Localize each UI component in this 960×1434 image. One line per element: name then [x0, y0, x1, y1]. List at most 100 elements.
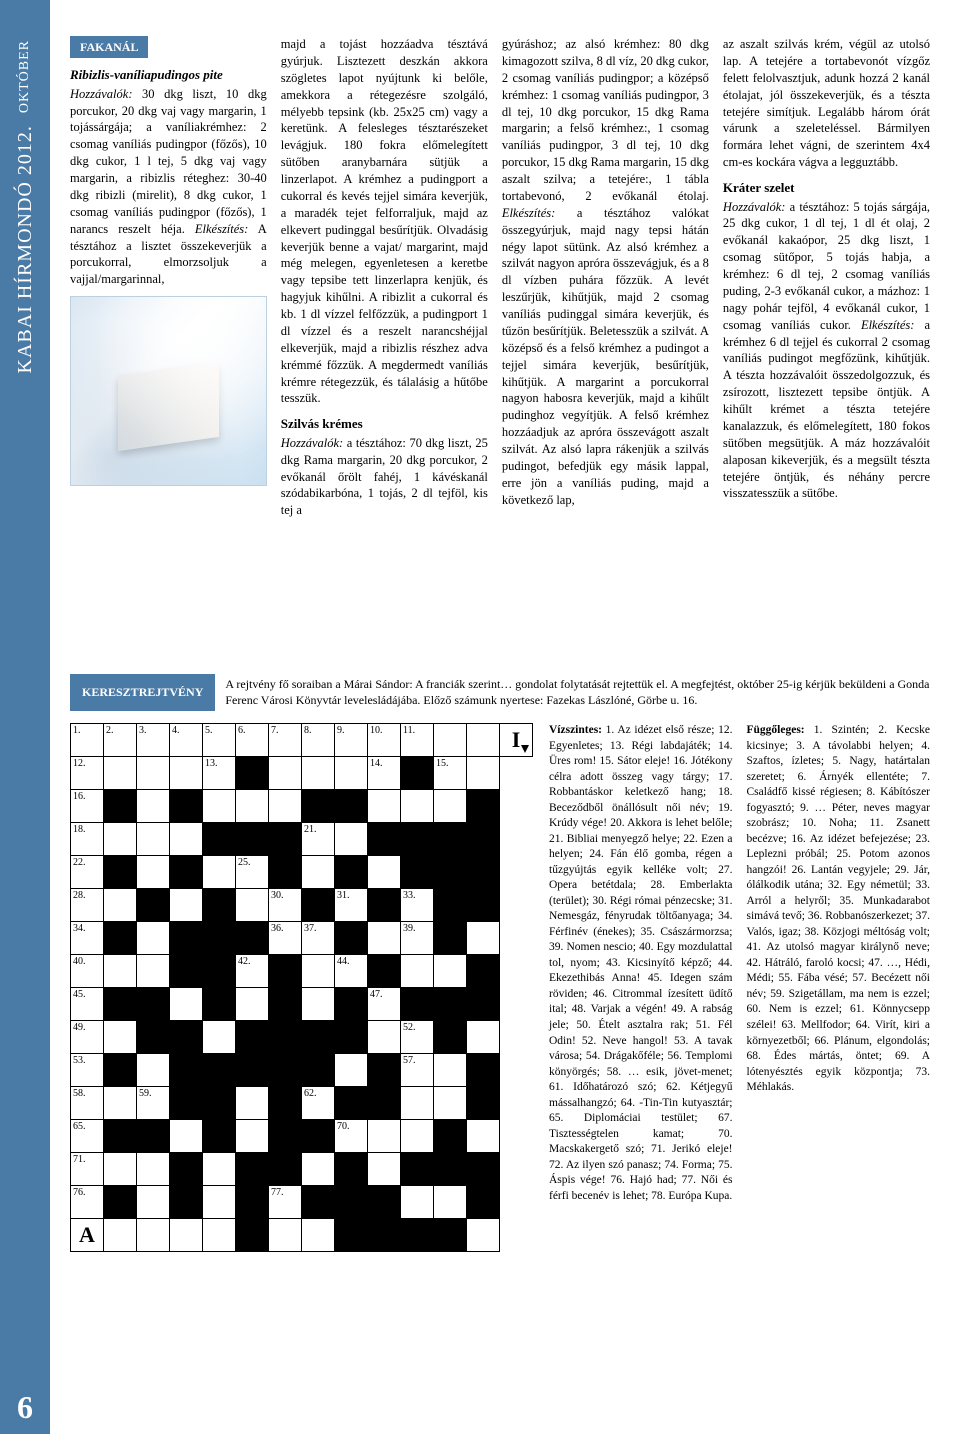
cw-cell: [269, 1219, 302, 1252]
cw-cell: [335, 1153, 368, 1186]
szilvas-body-1: Hozzávalók: a tésztához: 70 dkg liszt, 2…: [281, 435, 488, 519]
cw-cell: [302, 889, 335, 922]
cw-cell: [170, 757, 203, 790]
cw-cell: 39.: [401, 922, 434, 955]
cw-cell: [335, 823, 368, 856]
cw-cell: [401, 1219, 434, 1252]
cw-cell: [203, 988, 236, 1021]
cw-cell: [434, 1021, 467, 1054]
cw-cell: [302, 856, 335, 889]
cw-cell: 34.: [71, 922, 104, 955]
cw-cell: 31.: [335, 889, 368, 922]
cw-cell: 14.: [368, 757, 401, 790]
fakanal-tag: FAKANÁL: [70, 36, 148, 58]
crossword-grid: 1.2.3.4.5.6.7.8.9.10.11.I12.13.14.15.16.…: [70, 723, 533, 1252]
cw-cell: [137, 1021, 170, 1054]
cw-cell: [104, 988, 137, 1021]
cw-cell: [236, 790, 269, 823]
cw-cell: 78.: [368, 1219, 401, 1252]
cw-cell: [170, 1120, 203, 1153]
cw-cell: [368, 790, 401, 823]
cw-cell: 8.: [302, 724, 335, 757]
cw-cell: [302, 955, 335, 988]
cw-cell: [203, 1153, 236, 1186]
recipe-photo: [70, 296, 267, 486]
cw-cell: [269, 1120, 302, 1153]
cw-cell: [434, 889, 467, 922]
cw-cell: [434, 724, 467, 757]
cw-cell: 55.: [269, 1054, 302, 1087]
crossword-section: KERESZTREJTVÉNY A rejtvény fő soraiban a…: [70, 674, 930, 1252]
cw-cell: [236, 1087, 269, 1120]
cw-cell: 40.: [71, 955, 104, 988]
cw-cell: 13.: [203, 757, 236, 790]
cw-cell: 51.: [335, 1021, 368, 1054]
cw-cell: 58.: [71, 1087, 104, 1120]
cw-cell: 68.: [203, 1120, 236, 1153]
cw-cell: [137, 1153, 170, 1186]
crossword-header: KERESZTREJTVÉNY A rejtvény fő soraiban a…: [70, 674, 930, 711]
ribizlis-body-2: majd a tojást hozzáadva tésztává gyúrjuk…: [281, 36, 488, 407]
cw-cell: [434, 790, 467, 823]
cw-cell: [467, 856, 500, 889]
cw-cell: 1.: [71, 724, 104, 757]
cw-cell: [434, 1219, 467, 1252]
content-area: FAKANÁL Ribizlis-vaníliapudingos pite Ho…: [50, 0, 960, 1434]
cw-cell: [104, 1021, 137, 1054]
cw-cell: 45.: [71, 988, 104, 1021]
cw-cell: [104, 823, 137, 856]
cw-cell: 24.: [170, 856, 203, 889]
cw-cell: 12.: [71, 757, 104, 790]
cw-cell: [467, 988, 500, 1021]
side-rail: KABAI HÍRMONDÓ 2012. OKTÓBER 6: [0, 0, 50, 1434]
cw-cell: [137, 1186, 170, 1219]
page: KABAI HÍRMONDÓ 2012. OKTÓBER 6 FAKANÁL R…: [0, 0, 960, 1434]
cw-cell: [170, 1054, 203, 1087]
clues-v-text: 1. Szintén; 2. Kecske kicsinye; 3. A táv…: [747, 724, 931, 1093]
cw-cell: [203, 856, 236, 889]
cw-cell: 30.: [269, 889, 302, 922]
cw-cell: [434, 1153, 467, 1186]
cw-cell: [170, 1219, 203, 1252]
cw-cell: [434, 856, 467, 889]
cw-cell: [434, 955, 467, 988]
clues-vertical: Függőleges: 1. Szintén; 2. Kecske kicsin…: [747, 723, 931, 1252]
cw-cell: [170, 823, 203, 856]
page-number: 6: [17, 1389, 33, 1426]
cw-cell: [203, 1021, 236, 1054]
cw-cell: [203, 1186, 236, 1219]
cw-cell: [236, 1120, 269, 1153]
cw-cell: 73.: [236, 1153, 269, 1186]
cw-cell: [335, 757, 368, 790]
cw-cell: [203, 790, 236, 823]
cw-cell: 10.: [368, 724, 401, 757]
cw-cell: 77.: [269, 1186, 302, 1219]
cw-cell: [467, 1186, 500, 1219]
cw-cell: [401, 823, 434, 856]
cw-cell: 41.: [170, 955, 203, 988]
clues-h-text: 1. Az idézet első része; 12. Egyenletes;…: [549, 724, 733, 1201]
cw-cell: [467, 955, 500, 988]
cw-cell: [335, 988, 368, 1021]
cw-cell: [401, 955, 434, 988]
cw-cell: 66.: [104, 1120, 137, 1153]
cw-cell: 64.: [368, 1087, 401, 1120]
cw-cell: [467, 823, 500, 856]
cw-cell: [368, 1120, 401, 1153]
cw-cell: [434, 1054, 467, 1087]
cw-cell: 71.: [71, 1153, 104, 1186]
cw-cell: [335, 1186, 368, 1219]
cw-cell: [368, 922, 401, 955]
crossword-intro: A rejtvény fő soraiban a Márai Sándor: A…: [215, 674, 930, 711]
cw-cell: 65.: [71, 1120, 104, 1153]
cw-cell: [104, 1219, 137, 1252]
cw-cell: 11.: [401, 724, 434, 757]
cw-cell: [467, 790, 500, 823]
cw-cell: [104, 1054, 137, 1087]
cw-cell: [368, 1153, 401, 1186]
cw-cell: [401, 757, 434, 790]
cw-cell: [467, 724, 500, 757]
cw-cell: 2.: [104, 724, 137, 757]
cw-cell: [401, 1120, 434, 1153]
cw-cell: [467, 1120, 500, 1153]
